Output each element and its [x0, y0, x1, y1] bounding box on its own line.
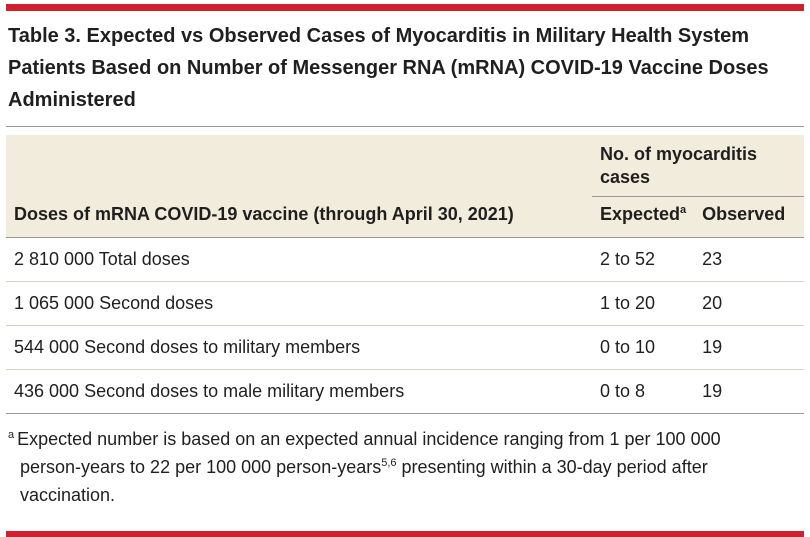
cell-doses: 544 000 Second doses to military members: [6, 325, 592, 370]
table-body: 2 810 000 Total doses 2 to 52 23 1 065 0…: [6, 236, 804, 414]
footnote-marker: a: [8, 428, 15, 441]
cell-expected: 0 to 10: [592, 325, 695, 370]
column-header-doses: Doses of mRNA COVID-19 vaccine (through …: [6, 135, 592, 238]
journal-table-page: Table 3. Expected vs Observed Cases of M…: [6, 4, 804, 537]
cell-doses: 1 065 000 Second doses: [6, 281, 592, 326]
cell-doses: 2 810 000 Total doses: [6, 236, 592, 282]
table-footnote: a Expected number is based on an expected…: [6, 414, 744, 510]
reference-superscript: 5,6: [381, 456, 397, 469]
table-header-row-group: Doses of mRNA COVID-19 vaccine (through …: [6, 135, 804, 238]
footnote-text-part1: Expected number is based on an expected …: [17, 428, 721, 477]
column-header-observed-label: Observed: [702, 203, 786, 224]
cell-observed: 19: [694, 325, 804, 370]
column-header-expected: Expecteda: [592, 196, 695, 238]
column-group-header-myocarditis-cases: No. of myocarditis cases: [592, 135, 804, 197]
myocarditis-cases-table: Doses of mRNA COVID-19 vaccine (through …: [6, 135, 804, 414]
table-title-text: Table 3. Expected vs Observed Cases of M…: [8, 25, 769, 111]
table-header: Doses of mRNA COVID-19 vaccine (through …: [6, 135, 804, 238]
accent-bar-top: [6, 4, 804, 11]
column-header-expected-label: Expected: [600, 203, 681, 224]
table-header-row-sub: Expecteda Observed: [6, 196, 804, 238]
table-row: 2 810 000 Total doses 2 to 52 23: [6, 236, 804, 282]
accent-bar-bottom: [6, 531, 804, 537]
cell-expected: 0 to 8: [592, 369, 695, 414]
cell-doses: 436 000 Second doses to male military me…: [6, 369, 592, 414]
column-group-header-label: No. of myocarditis cases: [600, 144, 758, 188]
cell-observed: 20: [694, 281, 804, 326]
cell-expected: 2 to 52: [592, 236, 695, 282]
column-header-observed: Observed: [694, 196, 804, 238]
table-row: 544 000 Second doses to military members…: [6, 325, 804, 370]
table-row: 1 065 000 Second doses 1 to 20 20: [6, 281, 804, 326]
cell-observed: 19: [694, 369, 804, 414]
table-title: Table 3. Expected vs Observed Cases of M…: [6, 11, 804, 127]
footnote-text-part2: presenting within a 30-day period after …: [20, 456, 708, 505]
cell-expected: 1 to 20: [592, 281, 695, 326]
table-row: 436 000 Second doses to male military me…: [6, 369, 804, 414]
cell-observed: 23: [694, 236, 804, 282]
column-header-doses-label: Doses of mRNA COVID-19 vaccine (through …: [14, 204, 514, 225]
expected-footnote-marker: a: [680, 203, 687, 216]
